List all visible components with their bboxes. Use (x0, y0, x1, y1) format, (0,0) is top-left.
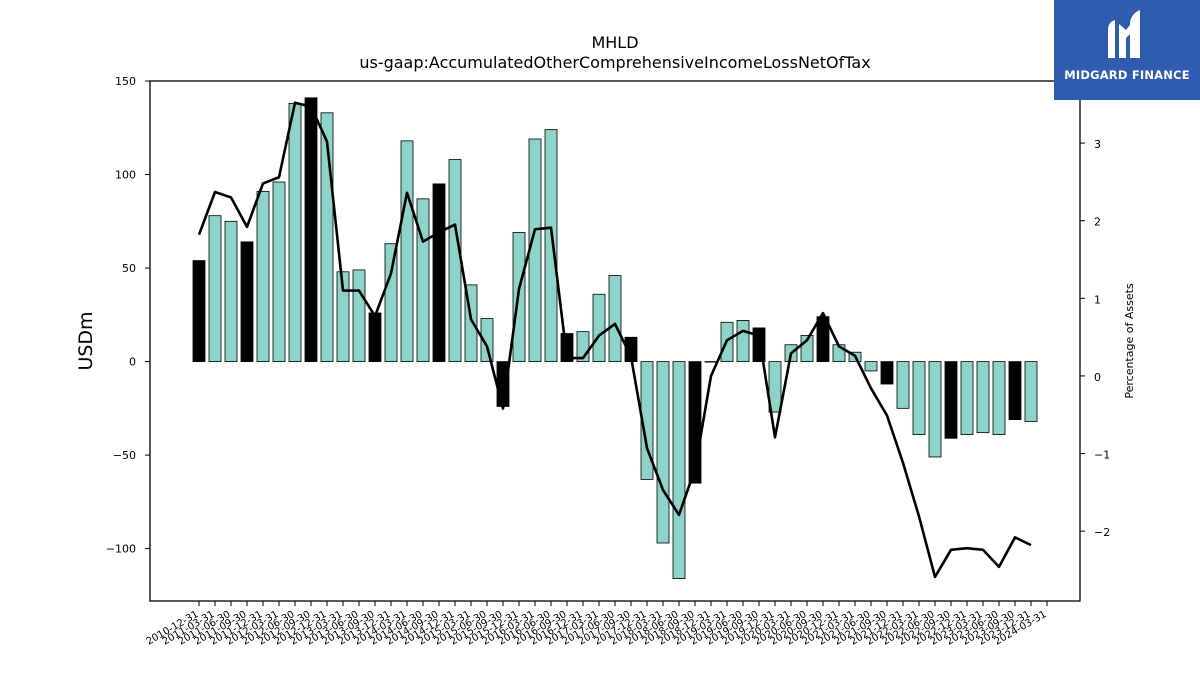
bar (288, 103, 302, 362)
y-tick-label: 150 (115, 75, 136, 88)
x-axis: 2010-12-312011-03-312011-06-302011-09-30… (145, 601, 1049, 648)
chart-subtitle: us-gaap:AccumulatedOtherComprehensiveInc… (359, 53, 870, 72)
bar (480, 318, 494, 362)
bar (912, 361, 926, 435)
bar (448, 159, 462, 362)
y-tick-label: 50 (122, 262, 136, 275)
logo-mark-icon (1108, 10, 1140, 58)
chart-title: MHLD (591, 33, 638, 52)
bar (384, 243, 398, 362)
y-axis-label: USDm (75, 311, 97, 370)
bar (1024, 361, 1038, 422)
bar (768, 361, 782, 413)
right-y-axis: −2 −1 0 1 2 3 (1080, 138, 1110, 539)
line-path (197, 101, 1032, 579)
bar (336, 271, 350, 362)
bar (704, 361, 718, 363)
y2-tick-label: 1 (1094, 293, 1101, 306)
bar (736, 320, 750, 362)
bar (608, 275, 622, 362)
line-series (197, 101, 1032, 579)
bar (256, 190, 270, 362)
left-y-axis: −100 −50 0 50 100 150 (106, 75, 150, 556)
bar (304, 97, 318, 362)
bar (224, 220, 238, 362)
y2-axis-label: Percentage of Assets (1123, 283, 1136, 399)
bar (992, 361, 1006, 435)
y-tick-label: −100 (106, 543, 136, 556)
brand-logo: MIDGARD FINANCE (1054, 0, 1200, 100)
bar (528, 138, 542, 362)
y-tick-label: 100 (115, 169, 136, 182)
bar (656, 361, 670, 544)
bar (352, 269, 366, 362)
bar (928, 361, 942, 458)
bar (240, 241, 254, 362)
bar-series (192, 97, 1038, 579)
y2-tick-label: −2 (1094, 526, 1110, 539)
bar (432, 183, 446, 362)
bar (672, 361, 686, 579)
bar (864, 361, 878, 372)
bar (1008, 361, 1022, 420)
bar (400, 140, 414, 362)
bar (208, 215, 222, 362)
bar (880, 361, 894, 385)
bar (544, 129, 558, 362)
bar (976, 361, 990, 434)
bar (416, 198, 430, 362)
logo-text: MIDGARD FINANCE (1064, 68, 1190, 82)
bar (816, 316, 830, 362)
y-tick-label: −50 (113, 449, 136, 462)
bar (368, 312, 382, 362)
bar (944, 361, 958, 439)
y2-tick-label: 0 (1094, 371, 1101, 384)
y2-tick-label: 2 (1094, 216, 1101, 229)
bar (192, 260, 206, 362)
y2-tick-label: 3 (1094, 138, 1101, 151)
y2-tick-label: −1 (1094, 449, 1110, 462)
bar (960, 361, 974, 435)
bar (272, 181, 286, 362)
y-tick-label: 0 (129, 356, 136, 369)
bar (896, 361, 910, 409)
bar (592, 293, 606, 362)
